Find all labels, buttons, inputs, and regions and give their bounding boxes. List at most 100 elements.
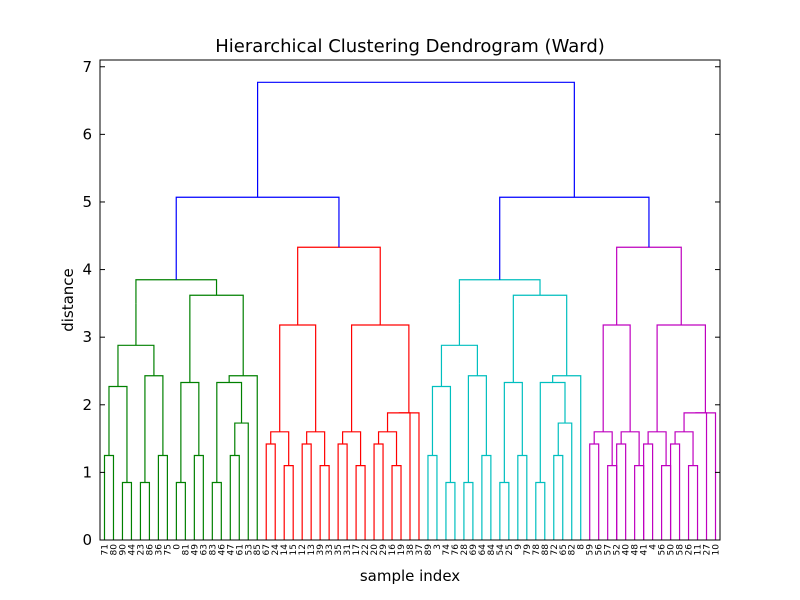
x-tick-label-3: 44: [127, 544, 137, 556]
x-axis-label: sample index: [360, 567, 460, 585]
x-tick-label-50: 72: [550, 544, 560, 555]
dendrogram-link-35: [297, 246, 381, 326]
x-tick-label-35: 37: [415, 544, 425, 555]
plot-frame: [99, 59, 721, 541]
dendrogram-link-4: [157, 454, 168, 540]
x-tick-label-58: 40: [622, 544, 632, 556]
dendrogram-link-29: [391, 465, 402, 540]
x-tick-label-12: 83: [208, 544, 218, 555]
dendrogram-link-14: [117, 344, 155, 387]
x-tick-label-5: 86: [145, 544, 155, 556]
x-tick-label-57: 52: [613, 544, 623, 555]
y-tick-label-3: 3: [82, 328, 92, 346]
y-axis: 0 1 2 3 4 5 6 7: [82, 58, 720, 549]
dendrogram-link-50: [440, 344, 478, 387]
dendrogram-link-20: [283, 465, 294, 540]
x-tick-label-15: 61: [235, 544, 245, 555]
x-tick-label-24: 39: [316, 544, 326, 556]
dendrogram-link-68: [695, 412, 717, 540]
x-tick-label-51: 65: [559, 544, 569, 555]
x-tick-label-25: 33: [325, 544, 335, 555]
x-tick-label-32: 16: [388, 544, 398, 556]
x-tick-label-45: 25: [505, 544, 515, 555]
y-tick-label-2: 2: [82, 396, 92, 414]
x-tick-label-59: 48: [631, 544, 641, 556]
dendrogram-links: [103, 81, 717, 540]
x-tick-label-13: 46: [217, 544, 227, 556]
x-tick-label-52: 82: [568, 544, 578, 555]
x-tick-label-23: 13: [307, 544, 317, 555]
x-tick-label-17: 85: [253, 544, 263, 555]
x-tick-label-21: 15: [289, 544, 299, 555]
x-tick-label-9: 81: [181, 544, 191, 555]
x-tick-label-28: 17: [352, 544, 362, 555]
x-tick-label-20: 14: [280, 544, 290, 556]
x-tick-label-39: 76: [451, 544, 461, 556]
x-tick-label-1: 80: [109, 544, 119, 556]
dendrogram-link-0: [103, 454, 115, 540]
x-tick-label-6: 36: [154, 544, 164, 556]
chart-title: Hierarchical Clustering Dendrogram (Ward…: [215, 36, 605, 57]
x-tick-label-68: 10: [712, 544, 722, 556]
x-tick-label-48: 78: [532, 544, 542, 556]
dendrogram-link-44: [503, 381, 523, 483]
x-tick-label-41: 69: [469, 544, 479, 556]
x-tick-label-22: 12: [298, 544, 308, 555]
dendrogram-link-10: [229, 454, 240, 540]
dendrogram-link-12: [216, 381, 243, 483]
x-tick-label-40: 28: [460, 544, 470, 556]
y-tick-label-5: 5: [82, 193, 92, 211]
x-tick-label-37: 3: [433, 544, 443, 550]
x-tick-label-27: 31: [343, 544, 353, 555]
x-tick-label-7: 75: [163, 544, 173, 555]
x-tick-label-8: 0: [172, 544, 182, 550]
x-tick-label-0: 71: [100, 544, 110, 555]
dendrogram-link-16: [189, 294, 244, 383]
x-tick-label-55: 56: [595, 544, 605, 556]
dendrogram-link-65: [687, 465, 699, 540]
dendrogram-link-8: [180, 381, 200, 483]
x-tick-label-16: 53: [244, 544, 254, 555]
dendrogram-link-32: [398, 412, 420, 540]
y-tick-label-6: 6: [82, 125, 92, 143]
x-tick-label-61: 4: [649, 544, 659, 550]
y-axis-label: distance: [59, 268, 77, 332]
dendrogram-link-40: [481, 454, 492, 540]
x-axis: 7180904423863675081496383464761538567241…: [100, 544, 721, 556]
dendrogram-link-74: [256, 81, 575, 198]
dendrogram-link-23: [319, 465, 330, 540]
x-tick-label-46: 9: [514, 544, 524, 550]
x-tick-label-62: 56: [658, 544, 668, 556]
x-tick-label-26: 35: [334, 544, 344, 555]
y-tick-label-1: 1: [82, 463, 92, 481]
x-tick-label-14: 47: [226, 544, 236, 555]
dendrogram-link-36: [427, 454, 438, 540]
y-tick-label-0: 0: [82, 531, 92, 549]
x-tick-label-47: 79: [523, 544, 533, 556]
x-tick-label-4: 23: [136, 544, 146, 555]
x-tick-label-30: 20: [370, 544, 380, 556]
dendrogram-link-31: [386, 412, 411, 540]
x-tick-label-19: 24: [271, 544, 281, 556]
x-tick-label-38: 74: [442, 544, 452, 556]
dendrogram-link-52: [512, 294, 568, 383]
x-tick-label-18: 67: [262, 544, 272, 555]
x-tick-label-65: 26: [685, 544, 695, 556]
x-tick-label-64: 58: [676, 544, 686, 556]
x-tick-label-31: 29: [379, 544, 389, 556]
x-tick-label-66: 11: [694, 544, 704, 555]
x-tick-label-2: 90: [118, 544, 128, 556]
dendrogram-link-71: [616, 246, 682, 326]
x-tick-label-33: 19: [397, 544, 407, 556]
x-tick-label-29: 22: [361, 544, 371, 555]
dendrogram-link-46: [553, 454, 564, 540]
x-tick-label-44: 54: [496, 544, 506, 556]
dendrogram-link-26: [355, 465, 366, 540]
dendrogram-link-48: [539, 381, 566, 483]
x-tick-label-63: 50: [667, 544, 677, 556]
x-tick-label-43: 84: [487, 544, 497, 556]
dendrogram-link-7: [193, 454, 204, 540]
dendrogram-link-43: [517, 454, 528, 540]
x-tick-label-36: 89: [424, 544, 434, 556]
